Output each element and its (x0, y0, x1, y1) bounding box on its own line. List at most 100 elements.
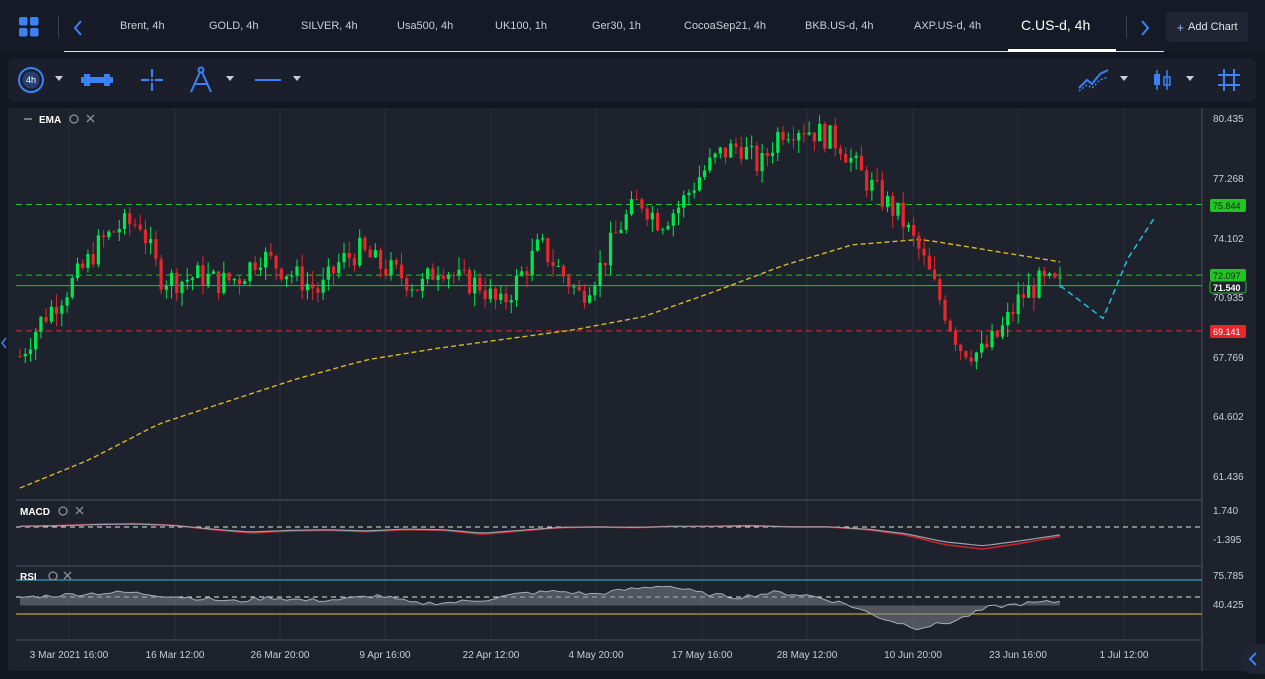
candle-body[interactable] (321, 279, 325, 293)
chart-type-icon[interactable] (1150, 66, 1174, 94)
candle-body[interactable] (687, 192, 691, 196)
candle-body[interactable] (959, 344, 963, 352)
candle-body[interactable] (844, 153, 848, 163)
candle-body[interactable] (300, 266, 304, 291)
candle-body[interactable] (431, 268, 435, 280)
candle-body[interactable] (264, 251, 268, 268)
candle-body[interactable] (368, 249, 372, 258)
candle-body[interactable] (248, 262, 252, 282)
candle-body[interactable] (441, 275, 445, 279)
tab-ger30[interactable]: Ger30, 1h (592, 20, 641, 32)
candle-body[interactable] (932, 269, 937, 280)
candle-body[interactable] (347, 252, 351, 259)
candle-body[interactable] (655, 212, 660, 231)
candle-body[interactable] (44, 316, 48, 322)
tab-c-us[interactable]: C.US-d, 4h (1021, 17, 1091, 33)
candle-body[interactable] (953, 330, 958, 345)
candle-body[interactable] (457, 269, 461, 276)
candle-body[interactable] (619, 229, 623, 233)
candle-body[interactable] (776, 131, 780, 153)
rsi-area[interactable] (20, 586, 1060, 630)
candle-body[interactable] (49, 306, 53, 322)
candle-body[interactable] (603, 262, 607, 266)
tab-usa500[interactable]: Usa500, 4h (397, 20, 454, 32)
candle-body[interactable] (891, 195, 895, 216)
candle-body[interactable] (446, 275, 451, 279)
candle-body[interactable] (1053, 273, 1057, 278)
candle-body[interactable] (770, 152, 775, 157)
candle-body[interactable] (70, 278, 74, 298)
candle-body[interactable] (870, 179, 874, 191)
candle-body[interactable] (666, 225, 670, 230)
candle-body[interactable] (180, 281, 184, 294)
candle-body[interactable] (525, 271, 529, 276)
candle-body[interactable] (739, 147, 743, 160)
candle-body[interactable] (216, 271, 221, 294)
candle-body[interactable] (598, 262, 602, 286)
settings-gear-icon[interactable] (58, 506, 68, 516)
candle-body[interactable] (1058, 277, 1062, 279)
candle-body[interactable] (211, 271, 215, 274)
candle-body[interactable] (138, 224, 142, 230)
candle-body[interactable] (159, 259, 163, 290)
candle-body[interactable] (39, 316, 43, 332)
candle-body[interactable] (373, 250, 377, 258)
candle-body[interactable] (295, 266, 299, 276)
candle-body[interactable] (23, 353, 27, 357)
close-icon[interactable] (86, 114, 95, 123)
candle-body[interactable] (154, 239, 158, 260)
candle-body[interactable] (426, 268, 430, 279)
candle-body[interactable] (640, 199, 644, 209)
candle-body[interactable] (692, 190, 696, 193)
candle-body[interactable] (60, 305, 64, 314)
candle-body[interactable] (1047, 273, 1052, 276)
drawing-compass-icon[interactable] (188, 66, 214, 94)
candle-body[interactable] (750, 145, 754, 148)
candle-body[interactable] (859, 155, 864, 171)
candle-body[interactable] (342, 252, 346, 263)
candle-body[interactable] (394, 260, 398, 265)
candle-body[interactable] (452, 275, 456, 277)
candle-body[interactable] (541, 238, 545, 240)
left-panel-chevron-icon[interactable] (0, 336, 8, 350)
candle-body[interactable] (107, 231, 111, 238)
candle-body[interactable] (713, 153, 717, 158)
tab-silver[interactable]: SILVER, 4h (301, 20, 358, 32)
settings-gear-icon[interactable] (69, 114, 79, 124)
candle-body[interactable] (28, 349, 33, 354)
candle-body[interactable] (175, 272, 179, 294)
macd-series[interactable] (19, 522, 1061, 550)
candle-body[interactable] (284, 276, 289, 280)
candle-body[interactable] (703, 170, 707, 178)
candle-body[interactable] (1006, 312, 1010, 326)
candle-body[interactable] (190, 278, 195, 280)
candle-body[interactable] (81, 263, 85, 268)
candle-body[interactable] (420, 278, 425, 291)
line-style-icon[interactable] (254, 70, 282, 90)
candle-body[interactable] (896, 202, 900, 216)
candle-body[interactable] (718, 147, 722, 154)
candle-body[interactable] (473, 277, 477, 294)
ema-line[interactable] (19, 238, 1061, 489)
candle-body[interactable] (232, 278, 236, 281)
candle-body[interactable] (807, 132, 811, 135)
candle-body[interactable] (838, 148, 843, 154)
candle-body[interactable] (535, 239, 539, 251)
candle-body[interactable] (964, 351, 968, 358)
tab-bkb[interactable]: BKB.US-d, 4h (805, 20, 874, 32)
candle-body[interactable] (723, 147, 728, 158)
candle-body[interactable] (102, 235, 106, 238)
candle-body[interactable] (206, 273, 210, 286)
candle-body[interactable] (551, 262, 555, 267)
candle-body[interactable] (1011, 312, 1015, 315)
candle-body[interactable] (237, 278, 242, 285)
line-style-dropdown-icon[interactable] (292, 74, 302, 84)
candle-body[interactable] (1042, 270, 1046, 276)
candle-body[interactable] (379, 250, 383, 269)
indicators-icon[interactable] (1078, 66, 1110, 94)
candle-body[interactable] (697, 177, 701, 191)
macd-signal-line[interactable] (19, 523, 1061, 547)
candle-body[interactable] (258, 267, 263, 271)
candle-body[interactable] (520, 271, 524, 276)
candle-body[interactable] (274, 255, 278, 269)
